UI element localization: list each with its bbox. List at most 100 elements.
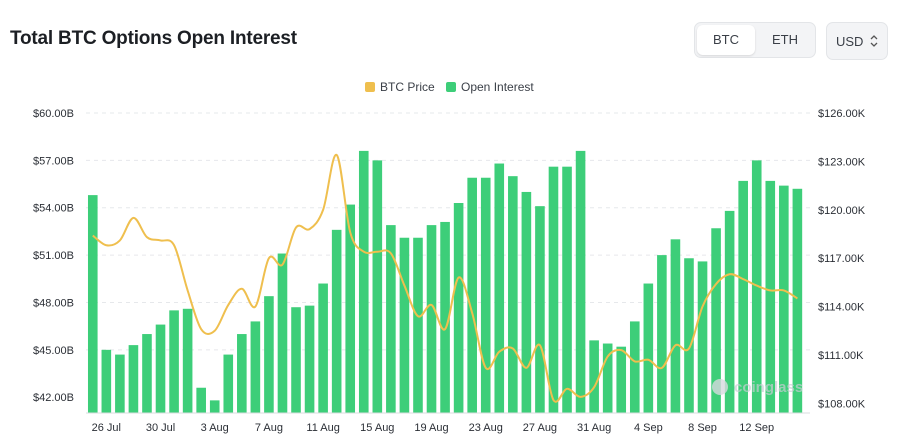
open-interest-bar[interactable] (629, 321, 640, 413)
y-right-tick-label: $126.00K (818, 108, 866, 120)
x-tick-label: 12 Sep (739, 422, 774, 434)
legend-label-btc-price: BTC Price (380, 80, 435, 94)
open-interest-bar[interactable] (345, 204, 356, 413)
open-interest-bars (87, 150, 803, 413)
x-tick-label: 26 Jul (92, 422, 121, 434)
open-interest-bar[interactable] (237, 334, 247, 413)
y-axis-left: $42.00B $45.00B $48.00B $51.00B $54.00B $57.0… (33, 108, 74, 404)
x-tick-label: 11 Aug (306, 422, 339, 434)
y-left-tick-label: $42.00B (33, 392, 74, 404)
open-interest-bar[interactable] (209, 400, 220, 413)
open-interest-bar[interactable] (440, 221, 450, 413)
open-interest-bar[interactable] (657, 255, 667, 413)
x-axis: 26 Jul 30 Jul 3 Aug 7 Aug 11 Aug 15 Aug 19 Aug… (86, 412, 810, 434)
eth-toggle-button[interactable]: ETH (772, 32, 798, 47)
open-interest-bar[interactable] (304, 305, 315, 413)
legend-swatch-open-interest (446, 82, 456, 92)
open-interest-bar[interactable] (548, 166, 559, 413)
open-interest-bar[interactable] (684, 258, 694, 413)
open-interest-bar[interactable] (386, 225, 396, 413)
open-interest-bar[interactable] (291, 307, 301, 413)
open-interest-bar[interactable] (115, 354, 125, 413)
watermark-logo-icon (712, 379, 728, 395)
open-interest-bar[interactable] (399, 237, 410, 413)
open-interest-bar[interactable] (670, 239, 681, 413)
y-left-tick-label: $51.00B (33, 250, 74, 262)
open-interest-bar[interactable] (223, 354, 234, 413)
open-interest-bar[interactable] (277, 253, 288, 413)
open-interest-bar[interactable] (250, 321, 261, 413)
open-interest-bar[interactable] (616, 346, 627, 413)
open-interest-bar[interactable] (413, 237, 423, 413)
btc-toggle-button[interactable]: BTC (697, 25, 755, 55)
open-interest-bar[interactable] (318, 283, 328, 413)
open-interest-bar[interactable] (128, 345, 139, 413)
legend-item-open-interest[interactable]: Open Interest (446, 80, 534, 94)
x-tick-label: 15 Aug (360, 422, 394, 434)
open-interest-bar[interactable] (426, 225, 437, 413)
x-tick-label: 27 Aug (523, 422, 557, 434)
asset-toggle: BTC ETH (694, 22, 816, 58)
y-right-tick-label: $117.00K (818, 253, 865, 265)
watermark: coinglass (712, 379, 803, 396)
open-interest-bar[interactable] (521, 191, 532, 413)
open-interest-bar[interactable] (562, 166, 572, 413)
open-interest-bar[interactable] (575, 150, 586, 413)
open-interest-bar[interactable] (494, 163, 505, 413)
watermark-text: coinglass (734, 379, 803, 396)
open-interest-bar[interactable] (765, 180, 776, 413)
y-axis-right: $108.00K $111.00K $114.00K $117.00K $120.00K… (818, 108, 866, 410)
open-interest-bar[interactable] (751, 160, 762, 413)
y-left-tick-label: $45.00B (33, 345, 74, 357)
y-left-tick-label: $54.00B (33, 203, 74, 215)
x-tick-label: 23 Aug (469, 422, 503, 434)
open-interest-bar[interactable] (711, 228, 721, 413)
open-interest-bar[interactable] (480, 177, 491, 413)
legend-swatch-btc-price (365, 82, 375, 92)
x-tick-label: 19 Aug (414, 422, 448, 434)
open-interest-bar[interactable] (169, 310, 179, 413)
open-interest-bar[interactable] (182, 308, 193, 413)
y-left-tick-label: $60.00B (33, 108, 74, 120)
open-interest-bar[interactable] (358, 150, 369, 413)
open-interest-bar[interactable] (453, 203, 464, 413)
currency-select[interactable]: USD (826, 22, 888, 60)
y-right-tick-label: $120.00K (818, 205, 866, 217)
open-interest-bar[interactable] (792, 188, 803, 413)
y-right-tick-label: $111.00K (818, 350, 864, 362)
legend-label-open-interest: Open Interest (461, 80, 534, 94)
btc-price-line (92, 153, 798, 403)
open-interest-bar[interactable] (467, 177, 477, 413)
btc-price-line-path[interactable] (92, 153, 798, 403)
open-interest-bar[interactable] (643, 283, 654, 413)
open-interest-bar[interactable] (372, 160, 383, 413)
x-tick-label: 4 Sep (634, 422, 663, 434)
x-tick-label: 8 Sep (688, 422, 717, 434)
y-left-tick-label: $48.00B (33, 297, 74, 309)
chevron-updown-icon (870, 35, 878, 47)
currency-value: USD (836, 34, 864, 49)
open-interest-bar[interactable] (87, 195, 98, 413)
open-interest-bar[interactable] (101, 349, 112, 413)
y-right-tick-label: $123.00K (818, 156, 866, 168)
page-title: Total BTC Options Open Interest (10, 28, 297, 49)
open-interest-bar[interactable] (508, 176, 518, 413)
open-interest-bar[interactable] (196, 387, 206, 413)
open-interest-bar[interactable] (535, 206, 545, 413)
open-interest-bar[interactable] (738, 180, 748, 413)
x-tick-label: 31 Aug (577, 422, 611, 434)
open-interest-bar[interactable] (264, 296, 274, 413)
open-interest-bar[interactable] (779, 185, 789, 413)
open-interest-bar[interactable] (602, 343, 613, 413)
y-left-tick-label: $57.00B (33, 155, 74, 167)
open-interest-bar[interactable] (724, 210, 735, 413)
open-interest-bar[interactable] (331, 229, 342, 413)
open-interest-bar[interactable] (155, 324, 166, 413)
y-right-tick-label: $114.00K (818, 302, 865, 314)
open-interest-bar[interactable] (589, 340, 599, 413)
open-interest-bar[interactable] (142, 334, 152, 413)
legend-item-btc-price[interactable]: BTC Price (365, 80, 435, 94)
x-tick-label: 7 Aug (255, 422, 283, 434)
open-interest-bar[interactable] (697, 261, 708, 413)
